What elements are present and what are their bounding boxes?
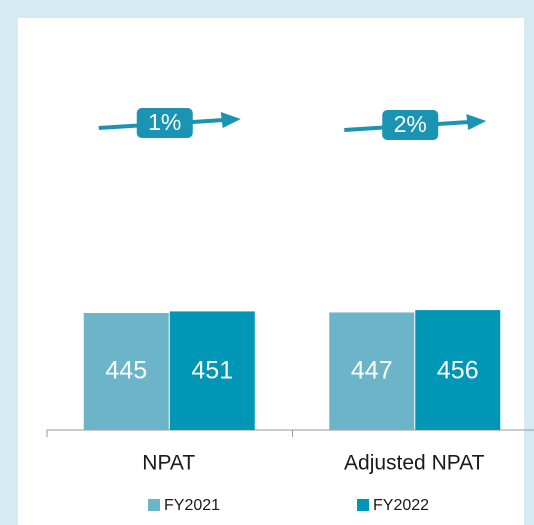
annotation-arrowhead — [220, 112, 241, 128]
bar — [83, 313, 169, 430]
panel — [18, 18, 524, 525]
annotation: 1% — [148, 109, 181, 135]
legend-swatch — [357, 499, 369, 511]
annotation-box — [136, 108, 193, 138]
legend-swatch — [148, 499, 160, 511]
annotation-box — [382, 110, 439, 140]
legend-label: FY2021 — [164, 497, 220, 514]
value-label: 445 — [105, 357, 147, 385]
x-tick-label: NPAT — [142, 452, 195, 475]
annotation-arrowhead — [466, 114, 487, 130]
value-label: 447 — [351, 357, 393, 385]
legend-label: FY2022 — [373, 497, 429, 514]
bar — [169, 311, 255, 430]
value-label: 456 — [437, 357, 479, 385]
annotation: 2% — [394, 111, 427, 137]
bar — [415, 310, 501, 430]
x-tick-label: Adjusted NPAT — [344, 452, 485, 475]
value-label: 451 — [191, 357, 233, 385]
bar — [329, 312, 415, 430]
